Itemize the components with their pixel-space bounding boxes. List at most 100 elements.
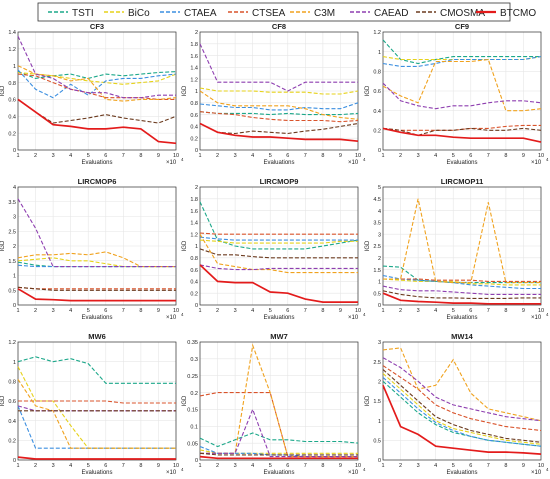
y-tick-label: 0.8 xyxy=(8,81,16,87)
y-tick-label: 0 xyxy=(378,303,381,309)
y-tick-label: 0.4 xyxy=(190,125,198,131)
panel-title: LIRCMOP11 xyxy=(441,177,484,186)
x-tick-label: 7 xyxy=(122,153,125,159)
x-exponent-power: 4 xyxy=(181,312,184,317)
y-tick-label: 0.25 xyxy=(187,374,198,380)
y-tick-label: 5 xyxy=(378,185,381,191)
legend-item-c3m: C3M xyxy=(290,8,335,19)
x-tick-label: 8 xyxy=(321,308,324,314)
y-tick-label: 0 xyxy=(195,458,198,464)
legend: TSTI BiCo CTAEA CTSEA C3M CAEAD CMOSMA BTCMO xyxy=(37,2,536,22)
series-line-cmosma xyxy=(17,98,177,124)
x-exponent-power: 4 xyxy=(546,312,549,317)
x-exponent: ×10 xyxy=(531,315,542,321)
x-tick-label: 3 xyxy=(417,308,420,314)
y-tick-label: 1 xyxy=(13,360,16,366)
plot-frame xyxy=(382,341,542,461)
y-tick-label: 1.2 xyxy=(8,340,16,346)
x-tick-label: 4 xyxy=(434,463,437,469)
x-tick-label: 9 xyxy=(522,308,525,314)
y-axis-label: IGD xyxy=(182,85,188,96)
y-tick-label: 1.2 xyxy=(8,47,16,53)
y-tick-label: 3 xyxy=(378,232,381,238)
x-tick-label: 2 xyxy=(399,308,402,314)
series-line-tsti xyxy=(17,261,176,268)
x-tick-label: 3 xyxy=(234,153,237,159)
series-line-caead xyxy=(17,35,176,99)
y-tick-label: 3 xyxy=(13,215,16,221)
series-line-ctsea xyxy=(199,232,358,235)
series-line-cmosma xyxy=(382,369,542,443)
series-line-tsti xyxy=(199,111,359,116)
series-line-ctsea xyxy=(199,111,359,123)
panel-title: MW6 xyxy=(88,332,106,341)
x-tick-label: 10 xyxy=(173,463,179,469)
plot-frame xyxy=(382,31,542,151)
y-tick-label: 1.2 xyxy=(190,77,198,83)
panel-title: LIRCMOP9 xyxy=(260,177,299,186)
y-tick-label: 1 xyxy=(378,419,381,425)
x-axis-label: Evaluations xyxy=(263,470,294,474)
y-tick-label: 2 xyxy=(195,185,198,191)
y-tick-label: 0.2 xyxy=(8,131,16,137)
series-line-c3m xyxy=(382,347,542,422)
y-tick-label: 3 xyxy=(378,340,381,346)
x-tick-label: 6 xyxy=(286,463,289,469)
x-tick-label: 1 xyxy=(16,153,19,159)
y-tick-label: 4.5 xyxy=(373,197,381,203)
series-line-c3m xyxy=(383,198,541,284)
panel-title: MW14 xyxy=(451,332,473,341)
series-line-cmosma xyxy=(199,248,358,259)
x-tick-label: 9 xyxy=(522,153,525,159)
plot-frame xyxy=(199,341,359,461)
series-line-cmosma xyxy=(382,290,541,299)
series-line-bico xyxy=(17,257,176,268)
panel-title: CF3 xyxy=(90,22,104,31)
y-tick-label: 0.2 xyxy=(8,439,16,445)
x-tick-label: 1 xyxy=(198,463,201,469)
y-tick-label: 1.4 xyxy=(8,30,16,36)
y-tick-label: 0.5 xyxy=(373,439,381,445)
y-tick-label: 0.4 xyxy=(373,109,381,115)
series-line-ctsea xyxy=(17,73,176,100)
y-tick-label: 0.05 xyxy=(187,441,198,447)
y-tick-label: 2 xyxy=(195,30,198,36)
legend-frame xyxy=(37,2,511,22)
x-tick-label: 6 xyxy=(104,308,107,314)
x-tick-label: 5 xyxy=(87,463,90,469)
panel-cf9: CF9 0 0.2 0.4 0.6 0.8 1 1.2 1 2 3 4 5 6 7 8 9 10 Evaluatio… xyxy=(365,22,549,166)
y-tick-label: 0 xyxy=(13,303,16,309)
x-tick-label: 1 xyxy=(198,153,201,159)
y-tick-label: 0.4 xyxy=(190,280,198,286)
x-axis-label: Evaluations xyxy=(81,315,112,321)
legend-label: TSTI xyxy=(72,8,94,19)
series-line-caead xyxy=(199,264,358,271)
y-tick-label: 2 xyxy=(13,244,16,250)
y-tick-label: 1.2 xyxy=(373,30,381,36)
y-tick-label: 0.5 xyxy=(8,288,16,294)
y-tick-label: 0.1 xyxy=(190,424,198,430)
series-line-cmosma xyxy=(199,452,358,456)
x-tick-label: 6 xyxy=(469,153,472,159)
series-line-tsti xyxy=(17,356,176,384)
panel-lircmop6: LIRCMOP6 0 0.5 1 1.5 2 2.5 3 3.5 4 1 2 3 4 5 6 7 8 9 10 Eval… xyxy=(0,177,184,321)
x-tick-label: 7 xyxy=(487,463,490,469)
y-tick-label: 0.8 xyxy=(190,256,198,262)
x-tick-label: 9 xyxy=(339,308,342,314)
x-tick-label: 7 xyxy=(122,463,125,469)
y-axis-label: IGD xyxy=(182,240,188,251)
series-line-caead xyxy=(17,405,176,412)
x-tick-label: 4 xyxy=(69,463,72,469)
legend-label: CTAEA xyxy=(184,8,217,19)
x-tick-label: 10 xyxy=(538,463,544,469)
panel-lircmop9: LIRCMOP9 0 0.2 0.4 0.6 0.8 1 1.2 1.4 1.6 1.8 2 1 2 3 4 5… xyxy=(182,177,366,321)
legend-item-bico: BiCo xyxy=(104,8,150,19)
series-line-btcmo xyxy=(382,384,542,455)
series-line-cmosma xyxy=(17,286,176,291)
y-tick-label: 2.5 xyxy=(373,360,381,366)
y-tick-label: 4 xyxy=(13,185,16,191)
series-line-tsti xyxy=(199,201,359,250)
series-line-ctaea xyxy=(382,56,542,67)
y-tick-label: 0.2 xyxy=(190,136,198,142)
